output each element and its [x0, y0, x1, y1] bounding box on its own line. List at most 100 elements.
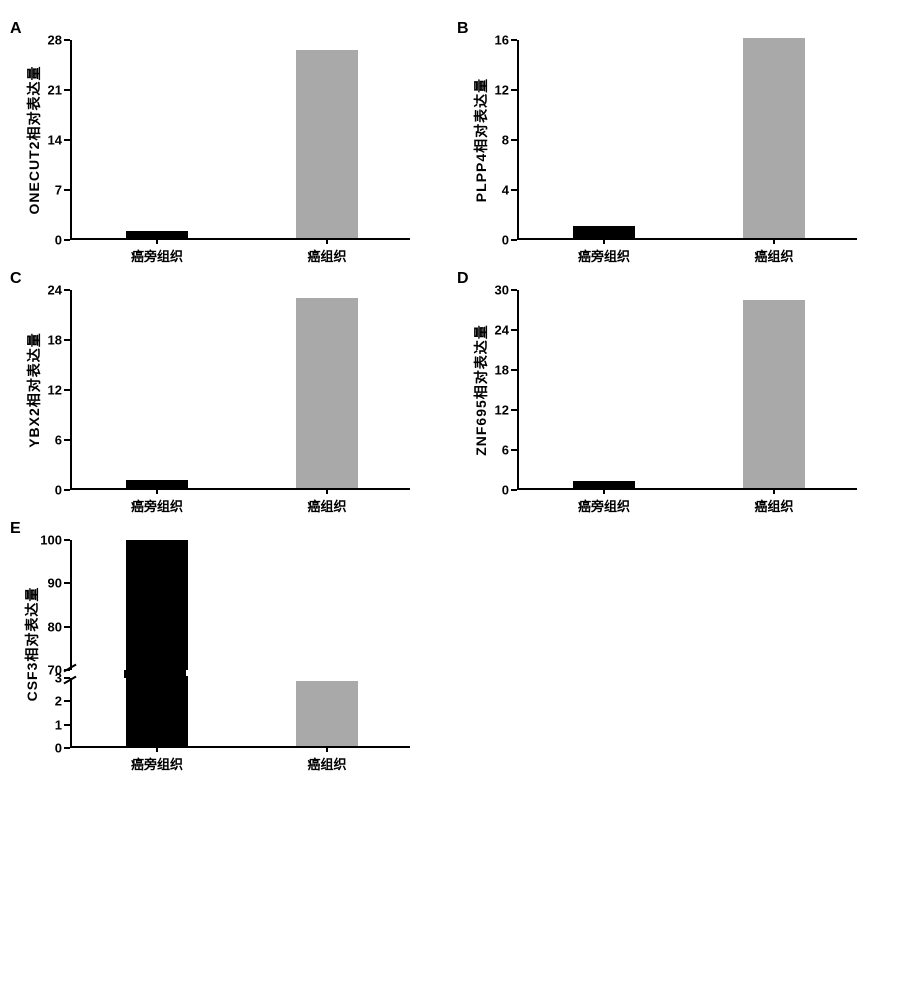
y-axis-label: ZNF695相对表达量 — [471, 290, 491, 490]
x-tick-label: 癌旁组织 — [131, 246, 183, 265]
y-tick — [64, 626, 70, 628]
panel-e-chart: 7080901000123癌旁组织癌组织CSF3相对表达量 — [70, 540, 447, 748]
x-tick — [773, 488, 775, 494]
bar — [126, 231, 187, 238]
y-tick-label: 3 — [55, 671, 62, 686]
x-tick — [326, 238, 328, 244]
y-tick — [511, 239, 517, 241]
y-tick — [64, 89, 70, 91]
y-tick-label: 0 — [502, 233, 509, 248]
y-tick — [64, 339, 70, 341]
bar — [573, 226, 634, 239]
panel-e-label: E — [10, 520, 21, 538]
panel-a-plot: 07142128ONECUT2相对表达量癌旁组织癌组织 — [70, 40, 410, 240]
panel-e: E 708090100 0123癌旁组织癌组织 CSF3相对表达量 — [10, 520, 447, 748]
x-tick — [603, 238, 605, 244]
y-tick-label: 12 — [495, 83, 509, 98]
y-tick-label: 6 — [502, 443, 509, 458]
panel-d-label: D — [457, 270, 469, 288]
x-tick-label: 癌旁组织 — [578, 246, 630, 265]
y-tick-label: 0 — [55, 741, 62, 756]
y-tick — [64, 289, 70, 291]
x-tick-label: 癌旁组织 — [131, 754, 183, 773]
y-tick — [511, 449, 517, 451]
bar — [126, 480, 187, 488]
y-tick — [64, 582, 70, 584]
y-tick-label: 14 — [48, 133, 62, 148]
y-tick-label: 0 — [55, 233, 62, 248]
y-tick-label: 12 — [48, 383, 62, 398]
y-tick — [64, 189, 70, 191]
bar — [296, 50, 357, 238]
y-tick-label: 2 — [55, 694, 62, 709]
y-tick — [511, 89, 517, 91]
y-tick — [64, 439, 70, 441]
x-tick — [156, 488, 158, 494]
y-tick-label: 28 — [48, 33, 62, 48]
y-tick-label: 16 — [495, 33, 509, 48]
y-tick-label: 18 — [495, 363, 509, 378]
y-tick-label: 80 — [48, 619, 62, 634]
panel-b-chart: 0481216PLPP4相对表达量癌旁组织癌组织 — [517, 40, 894, 240]
y-tick — [511, 369, 517, 371]
x-tick-label: 癌组织 — [307, 496, 346, 515]
y-tick-label: 24 — [48, 283, 62, 298]
upper-plot: 708090100 — [70, 540, 410, 670]
y-tick — [64, 139, 70, 141]
panel-d-chart: 0612182430ZNF695相对表达量癌旁组织癌组织 — [517, 290, 894, 490]
y-tick-label: 100 — [40, 533, 62, 548]
x-tick — [156, 238, 158, 244]
panel-a: A 07142128ONECUT2相对表达量癌旁组织癌组织 — [10, 20, 447, 240]
y-tick — [511, 489, 517, 491]
y-tick — [511, 189, 517, 191]
y-tick — [64, 724, 70, 726]
y-tick — [64, 389, 70, 391]
y-tick — [511, 289, 517, 291]
y-tick-label: 0 — [502, 483, 509, 498]
y-axis-label: YBX2相对表达量 — [24, 290, 44, 490]
y-tick-label: 7 — [55, 183, 62, 198]
y-tick-label: 6 — [55, 433, 62, 448]
y-tick — [511, 39, 517, 41]
y-tick-label: 4 — [502, 183, 509, 198]
y-tick-label: 8 — [502, 133, 509, 148]
x-tick — [326, 488, 328, 494]
panel-b: B 0481216PLPP4相对表达量癌旁组织癌组织 — [457, 20, 894, 240]
panel-grid: A 07142128ONECUT2相对表达量癌旁组织癌组织 B 0481216P… — [10, 20, 894, 748]
bar — [126, 676, 187, 746]
x-tick-label: 癌组织 — [307, 246, 346, 265]
y-axis-label: CSF3相对表达量 — [22, 540, 42, 748]
y-tick-label: 1 — [55, 717, 62, 732]
y-tick — [64, 700, 70, 702]
bar — [126, 540, 187, 670]
y-tick-label: 21 — [48, 83, 62, 98]
panel-a-label: A — [10, 20, 22, 38]
panel-a-chart: 07142128ONECUT2相对表达量癌旁组织癌组织 — [70, 40, 447, 240]
y-tick — [511, 409, 517, 411]
bar — [743, 38, 804, 238]
x-tick-label: 癌旁组织 — [131, 496, 183, 515]
y-tick-label: 18 — [48, 333, 62, 348]
x-tick-label: 癌旁组织 — [578, 496, 630, 515]
y-tick — [64, 747, 70, 749]
y-tick-label: 12 — [495, 403, 509, 418]
x-tick-label: 癌组织 — [307, 754, 346, 773]
lower-plot: 0123癌旁组织癌组织 — [70, 678, 410, 748]
panel-c-label: C — [10, 270, 22, 288]
x-tick-label: 癌组织 — [754, 496, 793, 515]
panel-c-plot: 06121824YBX2相对表达量癌旁组织癌组织 — [70, 290, 410, 490]
panel-b-label: B — [457, 20, 469, 38]
x-tick — [326, 746, 328, 752]
y-tick — [511, 329, 517, 331]
panel-b-plot: 0481216PLPP4相对表达量癌旁组织癌组织 — [517, 40, 857, 240]
bar — [573, 481, 634, 488]
x-tick — [603, 488, 605, 494]
panel-d: D 0612182430ZNF695相对表达量癌旁组织癌组织 — [457, 270, 894, 490]
y-tick — [64, 39, 70, 41]
y-tick — [64, 239, 70, 241]
y-tick — [64, 489, 70, 491]
y-axis-label: ONECUT2相对表达量 — [24, 40, 44, 240]
panel-d-plot: 0612182430ZNF695相对表达量癌旁组织癌组织 — [517, 290, 857, 490]
bar — [296, 681, 357, 746]
panel-e-plot: 7080901000123癌旁组织癌组织CSF3相对表达量 — [70, 540, 410, 748]
